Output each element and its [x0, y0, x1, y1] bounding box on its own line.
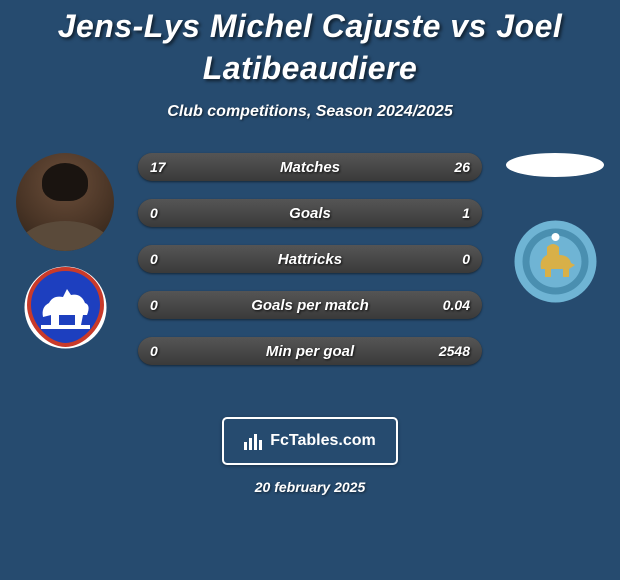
stat-label: Matches: [138, 153, 482, 181]
coventry-crest-icon: [513, 219, 598, 304]
player-1-photo: [16, 153, 114, 251]
stat-row: 1726Matches: [138, 153, 482, 181]
card-subtitle: Club competitions, Season 2024/2025: [0, 103, 620, 121]
stat-row: 01Goals: [138, 199, 482, 227]
stat-label: Goals: [138, 199, 482, 227]
stat-bars: 1726Matches 01Goals 00Hattricks 00.04Goals …: [138, 153, 482, 383]
stat-row: 02548Min per goal: [138, 337, 482, 365]
stat-row: 00Hattricks: [138, 245, 482, 273]
comparison-card: Jens-Lys Michel Cajuste vs Joel Latibeau…: [0, 0, 620, 580]
bar-chart-icon: [244, 432, 264, 450]
stat-label: Hattricks: [138, 245, 482, 273]
ipswich-crest-icon: [23, 265, 108, 350]
content-area: 1726Matches 01Goals 00Hattricks 00.04Goals …: [0, 153, 620, 413]
player-2-column: [500, 153, 610, 304]
player-2-photo: [506, 153, 604, 177]
footer-date: 20 february 2025: [0, 479, 620, 495]
source-badge-text: FcTables.com: [270, 432, 376, 450]
player-1-column: [10, 153, 120, 350]
player-2-crest: [513, 219, 598, 304]
source-badge: FcTables.com: [222, 417, 398, 465]
card-title: Jens-Lys Michel Cajuste vs Joel Latibeau…: [0, 0, 620, 89]
player-1-crest: [23, 265, 108, 350]
stat-label: Goals per match: [138, 291, 482, 319]
stat-row: 00.04Goals per match: [138, 291, 482, 319]
stat-label: Min per goal: [138, 337, 482, 365]
